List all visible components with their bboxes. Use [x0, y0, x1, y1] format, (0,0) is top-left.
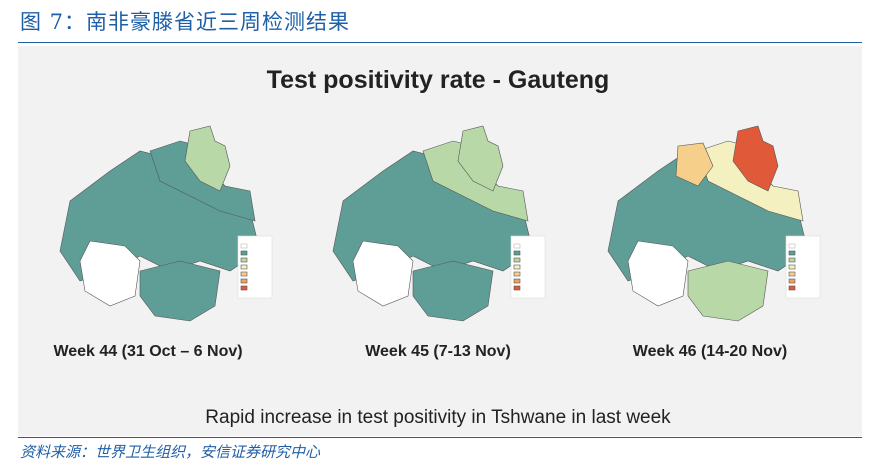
figure-title: 图 7：南非豪滕省近三周检测结果 — [20, 10, 351, 34]
slide-caption: Rapid increase in test positivity in Tsh… — [205, 407, 671, 428]
map-label: Week 46 (14-20 Nov) — [633, 343, 787, 360]
map-week-46 — [607, 125, 821, 322]
map-week-44 — [59, 125, 273, 322]
slide-title: Test positivity rate - Gauteng — [267, 66, 610, 94]
slide: Test positivity rate - Gauteng — [18, 46, 862, 436]
source-note: 资料来源：世界卫生组织，安信证券研究中心 — [20, 443, 321, 461]
bottom-rule — [18, 437, 862, 438]
map-label: Week 44 (31 Oct – 6 Nov) — [53, 343, 242, 360]
map-week-45 — [332, 125, 546, 322]
top-rule — [18, 42, 862, 43]
map-label: Week 45 (7-13 Nov) — [365, 343, 511, 360]
